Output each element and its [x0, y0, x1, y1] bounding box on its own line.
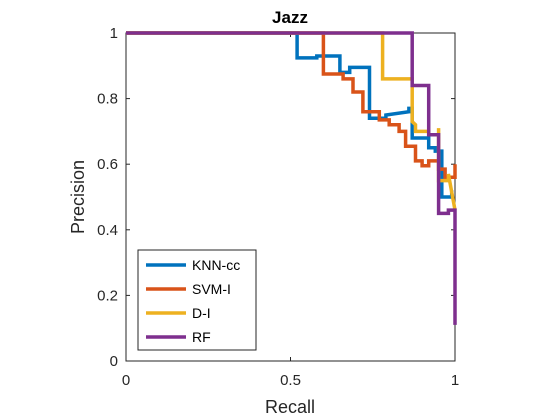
y-tick-label: 0.2: [97, 287, 118, 304]
legend: KNN-cc SVM-I D-I RF: [137, 249, 257, 351]
legend-label: KNN-cc: [192, 257, 240, 273]
series-layer: [126, 31, 457, 325]
series-line-knn-cc: [126, 31, 454, 199]
y-tick-label: 0.6: [97, 156, 118, 173]
legend-label: D-I: [192, 305, 211, 321]
x-tick-label: 1: [451, 372, 459, 389]
chart-title: Jazz: [272, 8, 308, 27]
x-tick-label: 0.5: [280, 372, 301, 389]
y-tick-label: 1: [110, 25, 118, 42]
axis-ticks: 0 0.5 1 0 0.2 0.4 0.6 0.8 1: [97, 25, 459, 389]
y-tick-label: 0.8: [97, 91, 118, 108]
legend-label: SVM-I: [192, 281, 231, 297]
y-axis-label: Precision: [68, 160, 88, 234]
y-tick-label: 0.4: [97, 222, 118, 239]
x-axis-label: Recall: [265, 397, 315, 417]
y-tick-label: 0: [110, 353, 118, 370]
x-tick-label: 0: [122, 372, 130, 389]
series-line-rf: [126, 31, 457, 325]
legend-label: RF: [192, 329, 211, 345]
